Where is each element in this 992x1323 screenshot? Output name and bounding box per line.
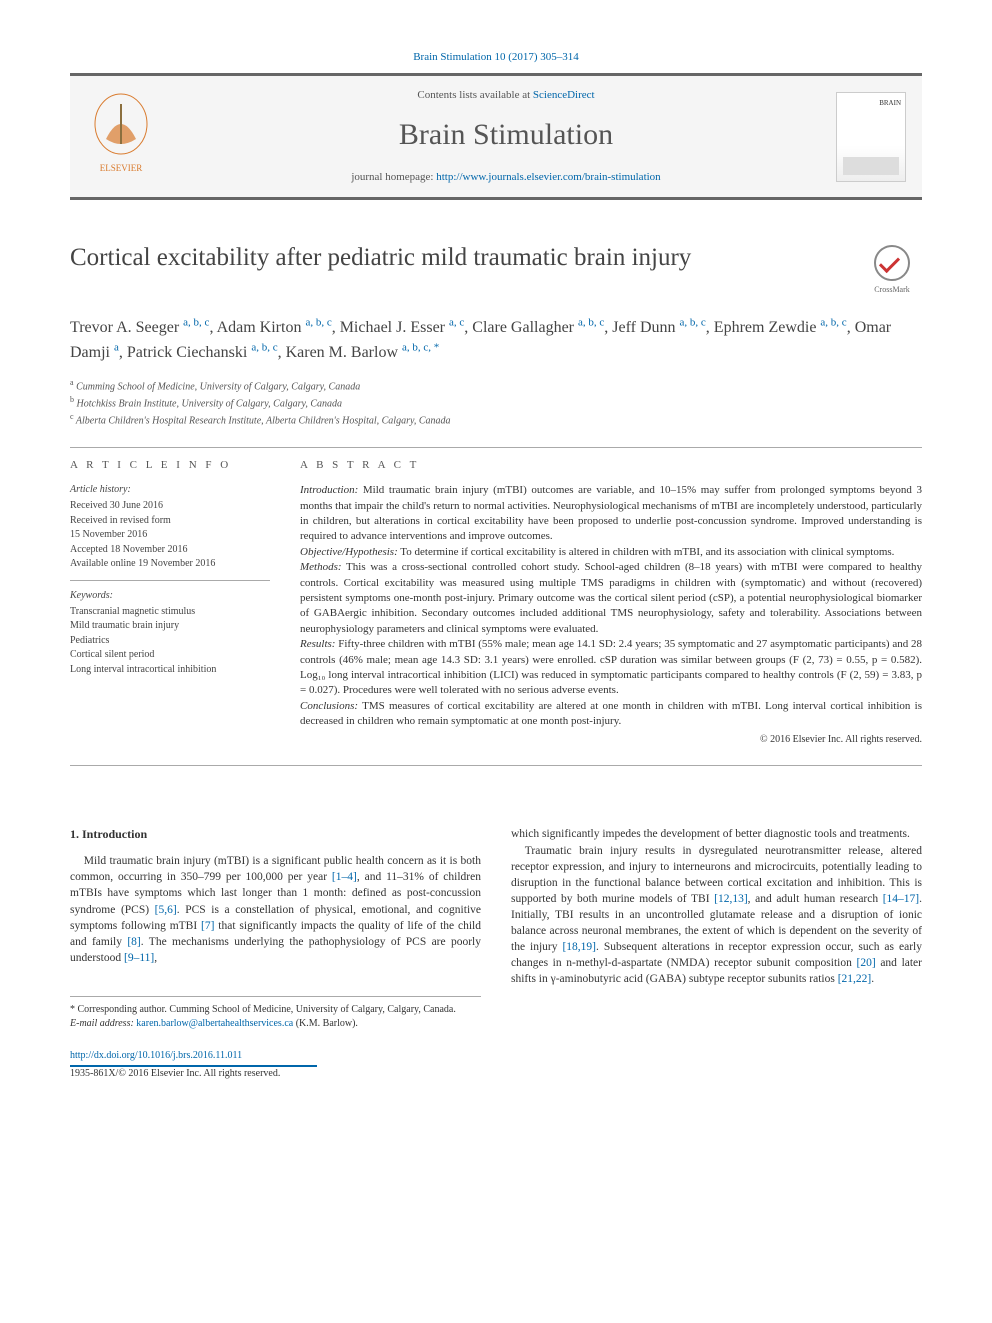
ref-link[interactable]: [12,13] [714, 893, 748, 905]
svg-text:ELSEVIER: ELSEVIER [100, 163, 143, 173]
abstract-objective-text: To determine if cortical excitability is… [398, 546, 895, 558]
affiliation: a Cumming School of Medicine, University… [70, 377, 922, 394]
author: Ephrem Zewdie a, b, c, [714, 319, 855, 336]
abstract-block: A B S T R A C T Introduction: Mild traum… [300, 458, 922, 748]
ref-link[interactable]: [5,6] [155, 904, 177, 916]
author: Patrick Ciechanski a, b, c, [127, 344, 286, 361]
abstract-copyright: © 2016 Elsevier Inc. All rights reserved… [300, 733, 922, 747]
author: Karen M. Barlow a, b, c, * [286, 344, 440, 361]
keyword: Long interval intracortical inhibition [70, 663, 270, 678]
section-1-heading: 1. Introduction [70, 826, 481, 843]
ref-link[interactable]: [20] [857, 957, 876, 969]
crossmark-icon [874, 245, 910, 281]
journal-homepage-line: journal homepage: http://www.journals.el… [176, 170, 836, 185]
crossmark-badge[interactable]: CrossMark [862, 240, 922, 300]
abstract-objective-label: Objective/Hypothesis: [300, 546, 398, 558]
author: Adam Kirton a, b, c, [217, 319, 340, 336]
ref-link[interactable]: [1–4] [332, 871, 357, 883]
author: Trevor A. Seeger a, b, c, [70, 319, 217, 336]
author: Clare Gallagher a, b, c, [472, 319, 612, 336]
intro-paragraph-2: Traumatic brain injury results in dysreg… [511, 843, 922, 988]
corresp-email-link[interactable]: karen.barlow@albertahealthservices.ca [136, 1018, 293, 1029]
abstract-methods-text: This was a cross-sectional controlled co… [300, 561, 922, 635]
ref-link[interactable]: [21,22] [838, 973, 872, 985]
keyword: Mild traumatic brain injury [70, 619, 270, 634]
affiliation: b Hotchkiss Brain Institute, University … [70, 394, 922, 411]
journal-name: Brain Stimulation [176, 114, 836, 156]
keywords-heading: Keywords: [70, 589, 270, 603]
history-line: Received 30 June 2016 [70, 499, 270, 514]
author-list: Trevor A. Seeger a, b, c, Adam Kirton a,… [70, 314, 922, 365]
ref-link[interactable]: [18,19] [562, 941, 596, 953]
article-info-sidebar: A R T I C L E I N F O Article history: R… [70, 458, 270, 748]
keyword: Cortical silent period [70, 648, 270, 663]
journal-header-band: ELSEVIER Contents lists available at Sci… [70, 76, 922, 197]
ref-link[interactable]: [8] [127, 936, 140, 948]
history-line: Received in revised form [70, 514, 270, 529]
abstract-intro-label: Introduction: [300, 484, 358, 496]
history-line: Accepted 18 November 2016 [70, 543, 270, 558]
affiliation: c Alberta Children's Hospital Research I… [70, 411, 922, 428]
body-column-left: 1. Introduction Mild traumatic brain inj… [70, 826, 481, 1080]
doi-link[interactable]: http://dx.doi.org/10.1016/j.brs.2016.11.… [70, 1050, 242, 1061]
article-title: Cortical excitability after pediatric mi… [70, 240, 842, 275]
ref-link[interactable]: [9–11] [124, 952, 154, 964]
abstract-heading: A B S T R A C T [300, 458, 922, 473]
journal-cover-thumbnail[interactable] [836, 92, 906, 182]
header-bottom-rule [70, 197, 922, 200]
corresponding-author-block: * Corresponding author. Cumming School o… [70, 996, 481, 1031]
author: Jeff Dunn a, b, c, [612, 319, 714, 336]
intro-paragraph-1: Mild traumatic brain injury (mTBI) is a … [70, 853, 481, 966]
citation-link[interactable]: Brain Stimulation 10 (2017) 305–314 [413, 51, 579, 63]
sciencedirect-link[interactable]: ScienceDirect [533, 89, 595, 101]
info-top-rule [70, 447, 922, 448]
info-bottom-rule [70, 765, 922, 766]
issn-copyright-line: 1935-861X/© 2016 Elsevier Inc. All right… [70, 1067, 481, 1081]
abstract-conclusions-label: Conclusions: [300, 700, 358, 712]
author: Michael J. Esser a, c, [340, 319, 473, 336]
ref-link[interactable]: [7] [201, 920, 214, 932]
abstract-results-text: Fifty-three children with mTBI (55% male… [300, 638, 922, 696]
article-history-heading: Article history: [70, 483, 270, 497]
abstract-intro-text: Mild traumatic brain injury (mTBI) outco… [300, 484, 922, 542]
body-two-column: 1. Introduction Mild traumatic brain inj… [70, 826, 922, 1080]
citation-header: Brain Stimulation 10 (2017) 305–314 [70, 50, 922, 65]
intro-paragraph-1-cont: which significantly impedes the developm… [511, 826, 922, 842]
elsevier-logo[interactable]: ELSEVIER [86, 89, 156, 184]
history-line: 15 November 2016 [70, 528, 270, 543]
keyword: Transcranial magnetic stimulus [70, 605, 270, 620]
ref-link[interactable]: [14–17] [883, 893, 919, 905]
keyword: Pediatrics [70, 634, 270, 649]
journal-homepage-link[interactable]: http://www.journals.elsevier.com/brain-s… [436, 171, 660, 183]
abstract-conclusions-text: TMS measures of cortical excitability ar… [300, 700, 922, 727]
body-column-right: which significantly impedes the developm… [511, 826, 922, 1080]
abstract-results-label: Results: [300, 638, 335, 650]
contents-available-line: Contents lists available at ScienceDirec… [176, 88, 836, 103]
article-info-heading: A R T I C L E I N F O [70, 458, 270, 473]
history-line: Available online 19 November 2016 [70, 557, 270, 572]
doi-block: http://dx.doi.org/10.1016/j.brs.2016.11.… [70, 1049, 481, 1081]
abstract-methods-label: Methods: [300, 561, 342, 573]
affiliation-list: a Cumming School of Medicine, University… [70, 377, 922, 429]
